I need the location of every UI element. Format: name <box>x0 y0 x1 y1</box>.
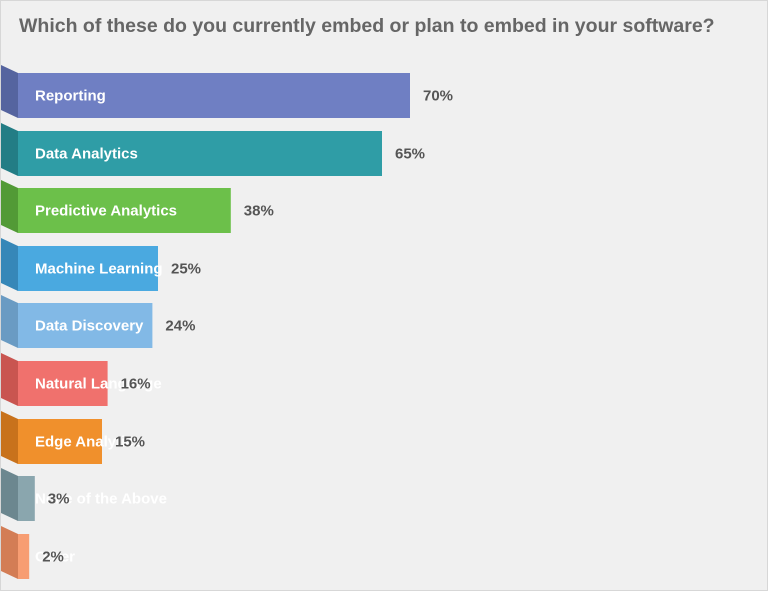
bar-fold <box>1 65 18 118</box>
bar-fold <box>1 468 18 521</box>
bar <box>18 303 153 348</box>
bar-category-label: Natural Language <box>35 376 162 393</box>
bar <box>18 131 382 176</box>
bar-value-label: 3% <box>48 491 70 508</box>
bar-category-label: Predictive Analytics <box>35 203 177 220</box>
bar <box>18 73 410 118</box>
bar-fold <box>1 123 18 176</box>
bar-category-label: None of the Above <box>35 491 167 508</box>
bar-group-4: Data Discovery 24% <box>1 295 195 348</box>
bar-value-label: 65% <box>395 146 425 163</box>
bar-category-label: Reporting <box>35 88 106 105</box>
bar-category-label: Other <box>35 549 75 566</box>
bar-category-label: Edge Analytics <box>35 434 142 451</box>
bar <box>18 188 231 233</box>
bar-value-label: 25% <box>171 261 201 278</box>
bar-value-label: 2% <box>42 549 64 566</box>
bar-value-label: 16% <box>121 376 151 393</box>
bar-fold <box>1 295 18 348</box>
bar-group-0: Reporting 70% <box>1 65 453 118</box>
bar-group-3: Machine Learning 25% <box>1 238 201 291</box>
chart-title: Which of these do you currently embed or… <box>19 15 715 37</box>
bar-fold <box>1 238 18 291</box>
bar-fold <box>1 353 18 406</box>
bar <box>18 534 30 579</box>
bar-value-label: 15% <box>115 434 145 451</box>
bar <box>18 419 102 464</box>
bar-value-label: 24% <box>165 318 195 335</box>
bar <box>18 476 35 521</box>
bar-fold <box>1 180 18 233</box>
bar-category-label: Data Discovery <box>35 318 144 335</box>
bar-value-label: 38% <box>244 203 274 220</box>
bar-group-1: Data Analytics 65% <box>1 123 425 176</box>
bar-category-label: Machine Learning <box>35 261 163 278</box>
bar-fold <box>1 526 18 579</box>
bar-category-label: Data Analytics <box>35 146 138 163</box>
bar-value-label: 70% <box>423 88 453 105</box>
bar <box>18 246 158 291</box>
bar <box>18 361 108 406</box>
bar-group-2: Predictive Analytics 38% <box>1 180 274 233</box>
bar-fold <box>1 411 18 464</box>
